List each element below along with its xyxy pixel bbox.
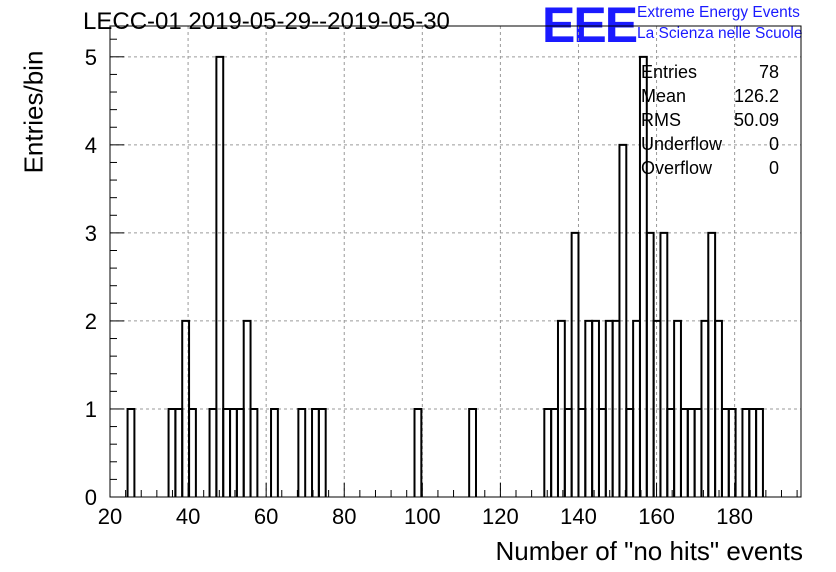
- histogram-bin: [748, 407, 758, 497]
- stat-row: Overflow 0: [641, 156, 779, 180]
- histogram-bin: [570, 231, 580, 497]
- histogram-bin: [625, 407, 635, 497]
- histogram-bin: [618, 143, 628, 497]
- x-tick-label: 60: [254, 504, 278, 529]
- histogram-bin: [666, 407, 676, 497]
- histogram-bin: [413, 407, 423, 497]
- stat-value: 0: [768, 158, 779, 178]
- histogram-bin: [311, 407, 320, 497]
- histogram-bin: [659, 231, 669, 497]
- stat-value: 0: [768, 134, 779, 154]
- histogram-bin: [174, 407, 184, 497]
- histogram-bin: [679, 407, 689, 497]
- histogram-bin: [249, 407, 259, 497]
- x-tick-label: 160: [638, 504, 675, 529]
- x-tick-label: 100: [404, 504, 441, 529]
- stat-row: Underflow 0: [641, 132, 779, 156]
- stat-row: Entries 78: [641, 60, 779, 84]
- x-tick-label: 140: [560, 504, 597, 529]
- histogram-bin: [597, 407, 607, 497]
- histogram-bin: [317, 407, 327, 497]
- histogram-bin: [297, 407, 307, 497]
- x-tick-label: 40: [176, 504, 200, 529]
- stat-row: Mean 126.2: [641, 84, 779, 108]
- histogram-bin: [645, 231, 655, 497]
- histogram-bin: [188, 407, 197, 497]
- histogram-bin: [693, 407, 703, 497]
- stat-label: Entries: [641, 62, 698, 82]
- stat-value: 126.2: [733, 86, 779, 106]
- histogram-bin: [468, 407, 477, 497]
- stat-value: 50.09: [733, 110, 779, 130]
- histogram-bin: [720, 407, 730, 497]
- x-tick-label: 80: [332, 504, 356, 529]
- histogram-bin: [270, 407, 279, 497]
- histogram-bin: [126, 407, 136, 497]
- histogram-bin: [577, 407, 587, 497]
- logo-line-1: Extreme Energy Events: [637, 4, 800, 21]
- stats-box: Entries 78 Mean 126.2 RMS 50.09 Underflow 0 Over…: [641, 60, 779, 180]
- stat-label: Overflow: [641, 158, 713, 178]
- histogram-bin: [755, 407, 764, 497]
- x-axis-label: Number of "no hits" events: [495, 536, 804, 566]
- x-tick-label: 20: [98, 504, 122, 529]
- y-tick-label: 3: [85, 221, 97, 246]
- stat-label: RMS: [641, 110, 681, 130]
- x-tick-label: 120: [482, 504, 519, 529]
- histogram-bin: [208, 407, 218, 497]
- histogram-bin: [550, 407, 559, 497]
- histogram-bin: [229, 407, 238, 497]
- x-tick-label: 180: [716, 504, 753, 529]
- histogram-bin: [235, 407, 245, 497]
- histogram-bin: [167, 407, 177, 497]
- plot-frame: [109, 25, 802, 498]
- histogram-bin: [543, 407, 553, 497]
- histogram-bin: [215, 55, 225, 497]
- histogram-bin: [222, 407, 232, 497]
- stat-label: Mean: [641, 86, 687, 106]
- stat-label: Underflow: [641, 134, 723, 154]
- y-tick-label: 5: [85, 45, 97, 70]
- y-tick-label: 0: [85, 485, 97, 510]
- y-tick-label: 1: [85, 397, 97, 422]
- y-tick-label: 2: [85, 309, 97, 334]
- stat-row: RMS 50.09: [641, 108, 779, 132]
- stat-value: 78: [758, 62, 779, 82]
- histogram-bin: [741, 407, 751, 497]
- histogram-bin: [686, 407, 696, 497]
- y-tick-label: 4: [85, 133, 97, 158]
- histogram-bin: [727, 407, 737, 497]
- logo-line-2: La Scienza nelle Scuole: [637, 25, 803, 42]
- histogram-bin: [563, 407, 573, 497]
- histogram-bin: [707, 231, 717, 497]
- chart-title: LECC-01 2019-05-29--2019-05-30: [83, 8, 450, 35]
